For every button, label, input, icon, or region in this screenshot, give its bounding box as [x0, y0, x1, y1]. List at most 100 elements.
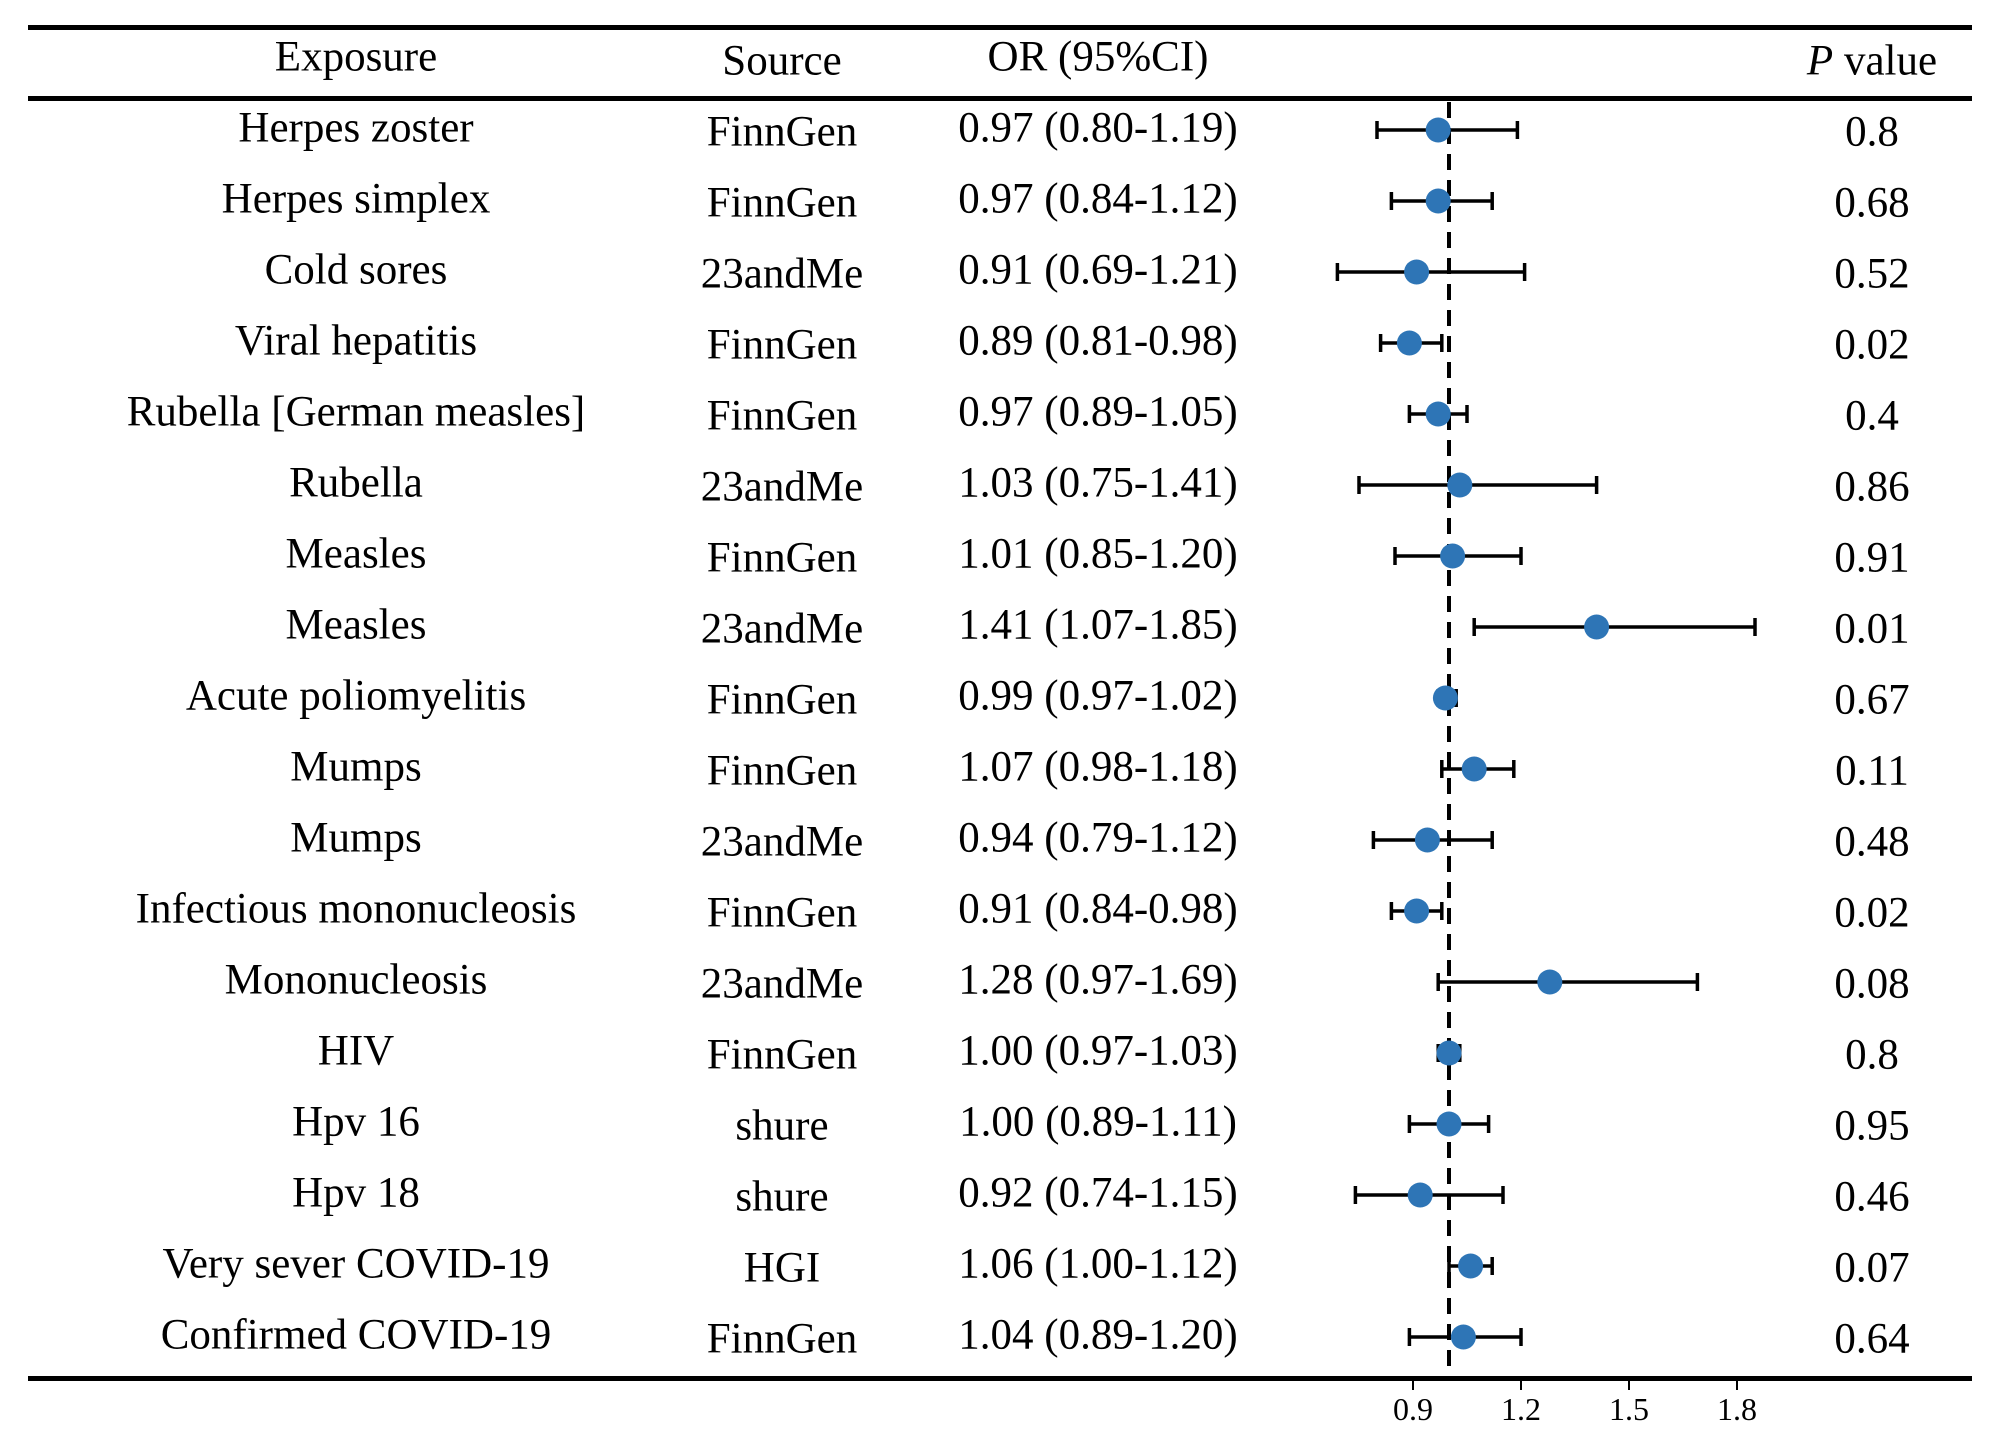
- or-point-3: [1404, 259, 1430, 285]
- x-tick-label-3: 1.5: [1609, 1391, 1649, 1427]
- top-rule: [28, 25, 1972, 30]
- cell-or-text-2: 0.97 (0.84-1.12): [958, 175, 1238, 223]
- or-point-13: [1537, 969, 1563, 995]
- cell-p-9: 0.67: [1834, 676, 1910, 724]
- or-point-11: [1414, 827, 1440, 853]
- or-point-16: [1407, 1182, 1433, 1208]
- or-point-4: [1396, 330, 1422, 356]
- cell-or-text-3: 0.91 (0.69-1.21): [958, 246, 1238, 294]
- or-point-17: [1458, 1253, 1484, 1279]
- or-point-10: [1461, 756, 1487, 782]
- cell-source-4: FinnGen: [706, 321, 858, 369]
- cell-source-14: FinnGen: [706, 1031, 858, 1079]
- cell-exposure-18: Confirmed COVID-19: [160, 1311, 552, 1359]
- cell-exposure-9: Acute poliomyelitis: [185, 672, 527, 720]
- cell-or-text-6: 1.03 (0.75-1.41): [958, 459, 1238, 507]
- cell-source-11: 23andMe: [700, 818, 864, 866]
- cell-p-6: 0.86: [1834, 463, 1910, 511]
- header-source: Source: [722, 37, 842, 85]
- or-point-15: [1436, 1111, 1462, 1137]
- cell-exposure-8: Measles: [285, 601, 427, 649]
- cell-exposure-7: Measles: [285, 530, 427, 578]
- cell-p-15: 0.95: [1834, 1102, 1910, 1150]
- cell-or-text-13: 1.28 (0.97-1.69): [958, 956, 1238, 1004]
- cell-exposure-3: Cold sores: [264, 246, 448, 294]
- or-point-1: [1425, 117, 1451, 143]
- cell-or-text-7: 1.01 (0.85-1.20): [958, 530, 1238, 578]
- cell-source-12: FinnGen: [706, 889, 858, 937]
- x-tick-label-1: 0.9: [1393, 1391, 1433, 1427]
- header-rule: [28, 96, 1972, 101]
- cell-source-2: FinnGen: [706, 179, 858, 227]
- cell-p-4: 0.02: [1834, 321, 1910, 369]
- cell-or-text-17: 1.06 (1.00-1.12): [958, 1240, 1238, 1288]
- cell-or-text-12: 0.91 (0.84-0.98): [958, 885, 1238, 933]
- cell-source-17: HGI: [743, 1244, 821, 1292]
- or-point-5: [1425, 401, 1451, 427]
- x-tick-label-2: 1.2: [1501, 1391, 1541, 1427]
- cell-p-8: 0.01: [1834, 605, 1910, 653]
- cell-p-3: 0.52: [1834, 250, 1910, 298]
- cell-p-10: 0.11: [1835, 747, 1909, 795]
- header-p-rest: value: [1833, 37, 1938, 85]
- cell-or-text-4: 0.89 (0.81-0.98): [958, 317, 1238, 365]
- cell-exposure-16: Hpv 18: [292, 1169, 420, 1217]
- cell-or-text-1: 0.97 (0.80-1.19): [958, 104, 1238, 152]
- cell-p-1: 0.8: [1845, 108, 1899, 156]
- cell-source-9: FinnGen: [706, 676, 858, 724]
- cell-source-15: shure: [735, 1102, 829, 1150]
- cell-or-text-11: 0.94 (0.79-1.12): [958, 814, 1238, 862]
- cell-source-1: FinnGen: [706, 108, 858, 156]
- bottom-rule: [28, 1376, 1972, 1381]
- cell-or-text-14: 1.00 (0.97-1.03): [958, 1027, 1238, 1075]
- cell-p-12: 0.02: [1834, 889, 1910, 937]
- or-point-14: [1436, 1040, 1462, 1066]
- cell-or-text-5: 0.97 (0.89-1.05): [958, 388, 1238, 436]
- cell-p-13: 0.08: [1834, 960, 1910, 1008]
- cell-exposure-13: Mononucleosis: [224, 956, 488, 1004]
- or-point-6: [1447, 472, 1473, 498]
- x-tick-label-4: 1.8: [1717, 1391, 1757, 1427]
- cell-p-17: 0.07: [1834, 1244, 1910, 1292]
- or-point-12: [1404, 898, 1430, 924]
- or-point-9: [1432, 685, 1458, 711]
- cell-or-text-9: 0.99 (0.97-1.02): [958, 672, 1238, 720]
- cell-p-2: 0.68: [1834, 179, 1910, 227]
- or-point-2: [1425, 188, 1451, 214]
- or-point-8: [1584, 614, 1610, 640]
- cell-exposure-1: Herpes zoster: [238, 104, 474, 152]
- cell-p-7: 0.91: [1834, 534, 1910, 582]
- header-p-italic: P: [1806, 37, 1834, 85]
- cell-exposure-17: Very sever COVID-19: [162, 1240, 550, 1288]
- cell-exposure-12: Infectious mononucleosis: [135, 885, 577, 933]
- cell-p-16: 0.46: [1834, 1173, 1910, 1221]
- cell-exposure-6: Rubella: [289, 459, 423, 507]
- cell-source-10: FinnGen: [706, 747, 858, 795]
- header-or-ci: OR (95%CI): [987, 33, 1209, 81]
- cell-p-11: 0.48: [1834, 818, 1910, 866]
- cell-or-text-15: 1.00 (0.89-1.11): [959, 1098, 1237, 1146]
- cell-or-text-18: 1.04 (0.89-1.20): [958, 1311, 1238, 1359]
- cell-or-text-10: 1.07 (0.98-1.18): [958, 743, 1238, 791]
- header-exposure: Exposure: [274, 33, 438, 81]
- cell-exposure-5: Rubella [German measles]: [126, 388, 586, 436]
- cell-exposure-15: Hpv 16: [292, 1098, 420, 1146]
- cell-or-text-8: 1.41 (1.07-1.85): [958, 601, 1238, 649]
- cell-source-7: FinnGen: [706, 534, 858, 582]
- cell-source-16: shure: [735, 1173, 829, 1221]
- cell-source-6: 23andMe: [700, 463, 864, 511]
- or-point-18: [1450, 1324, 1476, 1350]
- cell-p-18: 0.64: [1834, 1315, 1910, 1363]
- cell-p-14: 0.8: [1845, 1031, 1899, 1079]
- cell-source-5: FinnGen: [706, 392, 858, 440]
- cell-source-13: 23andMe: [700, 960, 864, 1008]
- or-point-7: [1440, 543, 1466, 569]
- cell-or-text-16: 0.92 (0.74-1.15): [958, 1169, 1238, 1217]
- cell-exposure-2: Herpes simplex: [221, 175, 491, 223]
- cell-source-18: FinnGen: [706, 1315, 858, 1363]
- cell-source-3: 23andMe: [700, 250, 864, 298]
- cell-exposure-14: HIV: [317, 1027, 395, 1075]
- cell-source-8: 23andMe: [700, 605, 864, 653]
